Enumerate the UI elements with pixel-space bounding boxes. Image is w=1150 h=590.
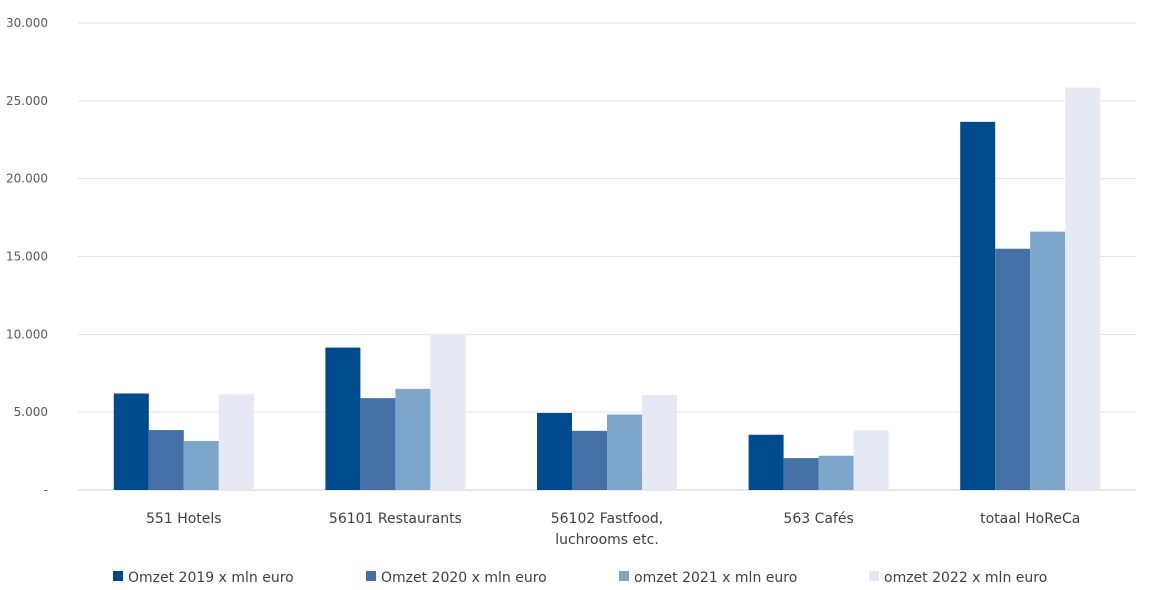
bar-series-2-category-2: [360, 398, 396, 490]
y-tick-label: -: [44, 483, 48, 497]
bar-series-2-category-1: [148, 430, 184, 490]
legend-label: omzet 2022 x mln euro: [884, 570, 1047, 586]
legend-swatch: [366, 571, 376, 581]
x-category-label-line: luchrooms etc.: [555, 532, 659, 548]
bar-series-1-category-4: [748, 434, 784, 490]
bar-series-1-category-5: [960, 121, 996, 491]
legend: Omzet 2019 x mln euro Omzet 2020 x mln eu…: [113, 570, 1047, 586]
legend-label: Omzet 2019 x mln euro: [128, 570, 294, 586]
legend-swatch: [113, 571, 123, 581]
x-category-label: 563 Cafés: [783, 511, 853, 527]
legend-item: Omzet 2020 x mln euro: [366, 570, 547, 586]
bar-series-1-category-2: [325, 347, 361, 490]
bars: [113, 87, 1101, 491]
bar-series-3-category-3: [607, 414, 642, 490]
x-category-label-line: 551 Hotels: [146, 511, 222, 527]
x-axis-category-labels: 551 Hotels 56101 Restaurants 56102 Fastfoo…: [146, 511, 1080, 548]
gridlines: [78, 22, 1136, 491]
y-tick-label: 30.000: [6, 16, 48, 30]
bar-series-1-category-3: [537, 412, 572, 490]
bar-series-4-category-1: [218, 394, 254, 490]
x-category-label-line: 56101 Restaurants: [329, 511, 462, 527]
x-category-label: 551 Hotels: [146, 511, 222, 527]
bar-series-1-category-1: [113, 393, 149, 490]
y-axis-tick-labels: - 5.000 10.000 15.000 20.000 25.000 30.000: [6, 16, 48, 497]
legend-swatch: [869, 571, 879, 581]
x-category-label-line: 56102 Fastfood,: [551, 511, 664, 527]
y-tick-label: 20.000: [6, 172, 48, 186]
bar-series-2-category-4: [783, 458, 819, 490]
x-category-label: 56102 Fastfood, luchrooms etc.: [551, 511, 664, 548]
bar-series-3-category-1: [183, 440, 219, 490]
bar-series-4-category-5: [1065, 87, 1101, 490]
legend-item: omzet 2021 x mln euro: [619, 570, 797, 586]
y-tick-label: 10.000: [6, 327, 48, 341]
y-tick-label: 25.000: [6, 94, 48, 108]
bar-series-4-category-4: [853, 430, 889, 490]
legend-label: Omzet 2020 x mln euro: [381, 570, 547, 586]
y-tick-label: 5.000: [14, 405, 48, 419]
bar-series-2-category-3: [572, 430, 607, 490]
x-category-label-line: 563 Cafés: [783, 511, 853, 527]
legend-item: omzet 2022 x mln euro: [869, 570, 1047, 586]
x-category-label: 56101 Restaurants: [329, 511, 462, 527]
bar-series-2-category-5: [995, 248, 1031, 490]
legend-label: omzet 2021 x mln euro: [634, 570, 797, 586]
legend-item: Omzet 2019 x mln euro: [113, 570, 294, 586]
x-category-label-line: totaal HoReCa: [980, 511, 1080, 527]
bar-series-4-category-2: [430, 335, 466, 490]
y-tick-label: 15.000: [6, 250, 48, 264]
bar-series-3-category-5: [1030, 231, 1066, 491]
x-category-label: totaal HoReCa: [980, 511, 1080, 527]
bar-series-3-category-4: [818, 455, 854, 490]
legend-swatch: [619, 571, 629, 581]
bar-series-3-category-2: [395, 388, 431, 490]
bar-series-4-category-3: [642, 395, 677, 490]
